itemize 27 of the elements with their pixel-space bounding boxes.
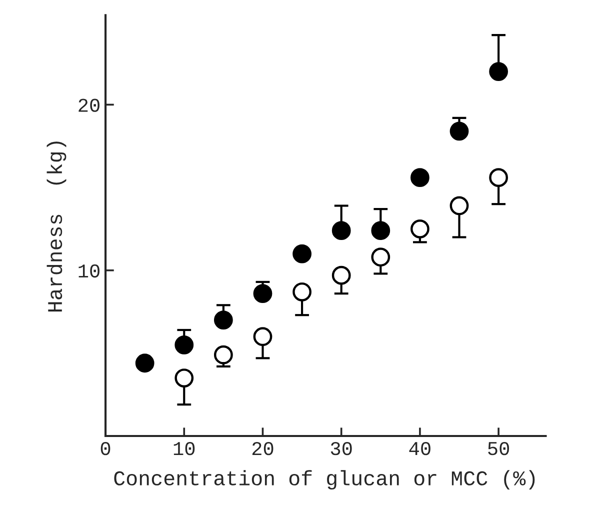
point [489,168,508,188]
x-tick-label: 10 [174,442,195,456]
point [450,122,469,141]
point [174,335,194,354]
point [214,310,233,330]
point [450,196,469,216]
point [410,219,430,238]
point [174,368,194,388]
point [489,62,508,81]
x-tick-label: 30 [330,442,352,456]
point [135,354,154,373]
x-tick-label: 0 [100,442,110,456]
point [253,284,272,303]
x-axis-title: Concentration of glucan or MCC (%) [114,470,535,490]
y-axis-title: Hardness (kg) [46,142,66,312]
point [371,221,390,240]
x-tick-label: 50 [488,442,510,456]
point [332,221,351,240]
point [410,168,430,188]
point [292,244,312,264]
point [292,282,312,302]
point [214,345,233,364]
point [253,327,272,346]
point [332,266,351,285]
point [371,248,390,267]
x-tick-label: 40 [409,442,430,456]
x-tick-label: 20 [252,442,274,456]
